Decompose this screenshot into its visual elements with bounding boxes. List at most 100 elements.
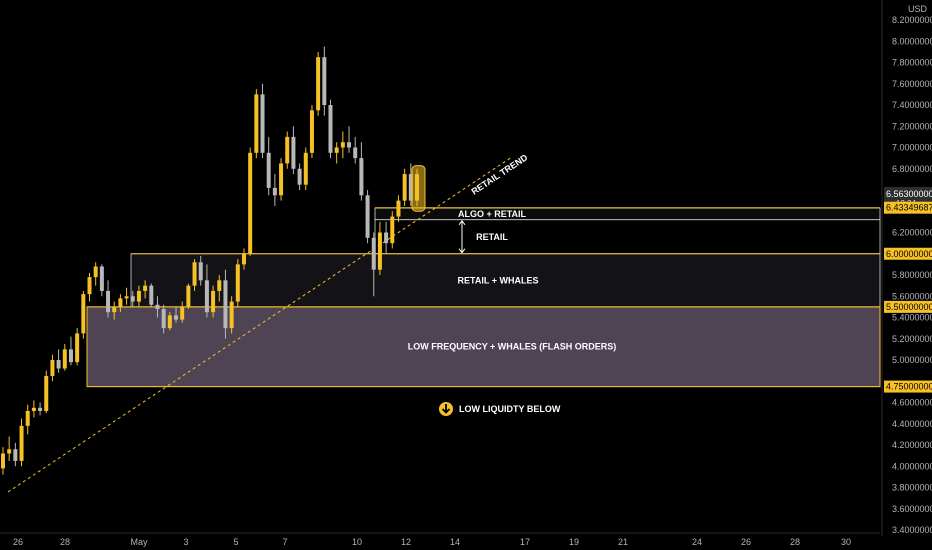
candle bbox=[254, 89, 259, 159]
zone-label: LOW FREQUENCY + WHALES (FLASH ORDERS) bbox=[408, 342, 617, 352]
candle bbox=[75, 328, 80, 366]
retail-trend-label: RETAIL TREND bbox=[470, 152, 530, 197]
candle bbox=[31, 400, 36, 418]
x-tick-label: 26 bbox=[13, 537, 23, 547]
candle bbox=[186, 283, 191, 309]
candle bbox=[303, 147, 308, 190]
candle bbox=[359, 142, 364, 201]
candle bbox=[50, 354, 55, 382]
candle bbox=[328, 99, 333, 159]
candle bbox=[7, 436, 12, 461]
x-tick-label: 26 bbox=[741, 537, 751, 547]
y-tick-label: 6.20000000 bbox=[892, 228, 932, 238]
candle bbox=[217, 275, 222, 302]
y-tick-label: 8.00000000 bbox=[892, 36, 932, 46]
arrow-down-circle-icon bbox=[439, 402, 453, 416]
candle bbox=[285, 131, 290, 169]
y-tick-label: 5.80000000 bbox=[892, 270, 932, 280]
candle bbox=[56, 349, 61, 373]
candle bbox=[13, 442, 18, 467]
candle bbox=[180, 301, 185, 323]
candle bbox=[229, 296, 234, 334]
y-tick-label: 7.00000000 bbox=[892, 143, 932, 153]
x-tick-label: 10 bbox=[352, 537, 362, 547]
x-tick-label: 12 bbox=[401, 537, 411, 547]
candle bbox=[309, 105, 314, 159]
y-tick-label: 6.80000000 bbox=[892, 164, 932, 174]
candle bbox=[371, 232, 376, 297]
y-tick-label: 4.20000000 bbox=[892, 440, 932, 450]
candle bbox=[124, 287, 129, 305]
candle bbox=[340, 131, 345, 159]
candle bbox=[38, 402, 43, 416]
svg-text:6.56300000: 6.56300000 bbox=[886, 189, 932, 199]
zone-box bbox=[86, 306, 881, 388]
candle bbox=[192, 259, 197, 291]
range-arrow-icon bbox=[458, 219, 466, 254]
candle bbox=[322, 46, 327, 116]
x-tick-label: 7 bbox=[282, 537, 287, 547]
x-tick-label: 3 bbox=[183, 537, 188, 547]
candle bbox=[81, 290, 86, 339]
candle bbox=[99, 264, 104, 297]
trend-layer bbox=[7, 156, 513, 493]
candle bbox=[198, 255, 203, 286]
x-tick-label: 24 bbox=[692, 537, 702, 547]
svg-text:6.43349687: 6.43349687 bbox=[886, 203, 932, 213]
svg-text:5.50000000: 5.50000000 bbox=[886, 302, 932, 312]
x-tick-label: 5 bbox=[233, 537, 238, 547]
candle bbox=[204, 264, 209, 318]
price-tag: 4.75000000 bbox=[884, 380, 932, 393]
candle bbox=[316, 51, 321, 116]
x-tick-label: 28 bbox=[790, 537, 800, 547]
y-tick-label: 7.80000000 bbox=[892, 58, 932, 68]
candle bbox=[161, 304, 166, 334]
candle bbox=[174, 306, 179, 323]
candle bbox=[279, 158, 284, 201]
zone-box bbox=[374, 207, 881, 221]
price-tag: 6.43349687 bbox=[884, 201, 932, 214]
time-axis[interactable]: 26 28 May 3 5 7 10 12 14 17 19 21 24 26 28 30 bbox=[0, 532, 880, 547]
y-tick-label: 5.40000000 bbox=[892, 313, 932, 323]
candle bbox=[149, 283, 154, 307]
candle bbox=[235, 259, 240, 307]
y-tick-label: 5.20000000 bbox=[892, 334, 932, 344]
candle bbox=[62, 344, 67, 371]
candle bbox=[365, 190, 370, 244]
candle bbox=[353, 136, 358, 164]
price-tag: 5.50000000 bbox=[884, 300, 932, 313]
candle bbox=[106, 280, 111, 318]
y-tick-label: 4.60000000 bbox=[892, 398, 932, 408]
candle bbox=[377, 221, 382, 275]
candle bbox=[130, 290, 135, 307]
candle bbox=[223, 269, 228, 339]
candle bbox=[297, 163, 302, 190]
zone-box bbox=[130, 253, 881, 308]
candle bbox=[44, 370, 49, 414]
x-tick-label: 28 bbox=[60, 537, 70, 547]
candle bbox=[396, 195, 401, 222]
y-tick-label: 8.20000000 bbox=[892, 15, 932, 25]
y-tick-label: 4.00000000 bbox=[892, 461, 932, 471]
price-axis[interactable]: USD 3.40000000 3.60000000 3.80000000 4.0000… bbox=[881, 0, 932, 536]
candle bbox=[25, 404, 30, 435]
low-liquidity-label: LOW LIQUIDTY BELOW bbox=[459, 404, 561, 414]
svg-text:4.75000000: 4.75000000 bbox=[886, 382, 932, 392]
candle bbox=[167, 312, 172, 331]
currency-label: USD bbox=[908, 4, 928, 14]
candle bbox=[291, 126, 296, 175]
candle bbox=[241, 248, 246, 270]
candle bbox=[266, 136, 271, 196]
retail-trend-line bbox=[7, 156, 513, 493]
zone-label: ALGO + RETAIL bbox=[458, 209, 527, 219]
y-tick-label: 3.80000000 bbox=[892, 483, 932, 493]
candle bbox=[402, 168, 407, 206]
candle bbox=[334, 142, 339, 164]
candle bbox=[260, 83, 265, 159]
y-tick-label: 4.40000000 bbox=[892, 419, 932, 429]
price-tags: 6.5630000013:246.433496876.000000005.500… bbox=[884, 186, 932, 393]
candle bbox=[408, 163, 413, 206]
candle bbox=[93, 262, 98, 286]
y-tick-label: 7.20000000 bbox=[892, 121, 932, 131]
